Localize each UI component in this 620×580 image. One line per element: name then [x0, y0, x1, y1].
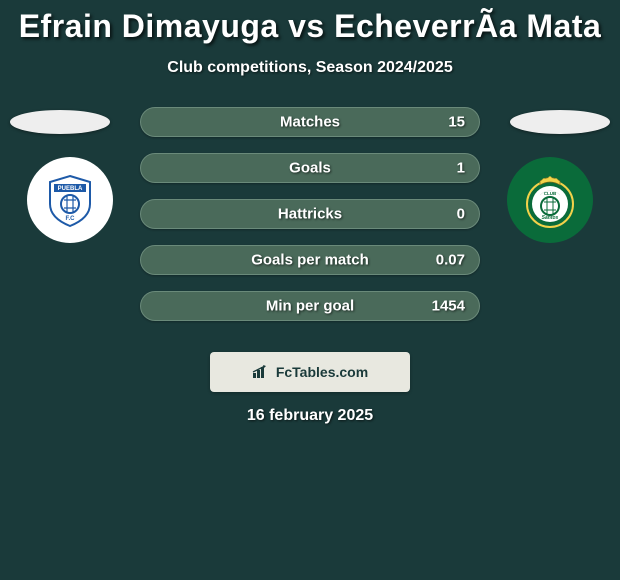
- comparison-area: PUEBLA F.C CLUB Santos: [0, 107, 620, 367]
- footer-date: 16 february 2025: [0, 407, 620, 425]
- stat-value-right: 0: [457, 206, 465, 223]
- stat-row-min-per-goal: Min per goal 1454: [140, 291, 480, 321]
- puebla-badge-icon: PUEBLA F.C: [27, 157, 113, 243]
- stat-value-right: 15: [448, 114, 465, 131]
- stat-row-goals: Goals 1: [140, 153, 480, 183]
- page-title: Efrain Dimayuga vs EcheverrÃ­a Mata: [0, 8, 620, 45]
- page-subtitle: Club competitions, Season 2024/2025: [0, 59, 620, 77]
- stat-label: Goals per match: [251, 252, 369, 269]
- right-club-badge: CLUB Santos: [500, 157, 600, 243]
- svg-text:PUEBLA: PUEBLA: [58, 186, 83, 192]
- stat-value-right: 0.07: [436, 252, 465, 269]
- svg-text:CLUB: CLUB: [544, 191, 557, 196]
- santos-badge-icon: CLUB Santos: [507, 157, 593, 243]
- stat-value-right: 1454: [432, 298, 465, 315]
- left-player-marker: [10, 110, 110, 134]
- left-club-badge: PUEBLA F.C: [20, 157, 120, 243]
- stat-label: Matches: [280, 114, 340, 131]
- svg-text:Santos: Santos: [542, 215, 559, 221]
- stat-label: Goals: [289, 160, 331, 177]
- brand-text: FcTables.com: [276, 364, 368, 380]
- widget-root: Efrain Dimayuga vs EcheverrÃ­a Mata Club…: [0, 0, 620, 367]
- stat-label: Min per goal: [266, 298, 354, 315]
- stat-row-hattricks: Hattricks 0: [140, 199, 480, 229]
- stats-column: Matches 15 Goals 1 Hattricks 0 Goals per…: [140, 107, 480, 337]
- blank-area: [0, 440, 620, 580]
- right-player-marker: [510, 110, 610, 134]
- brand-bars-icon: [252, 365, 270, 379]
- brand-box: FcTables.com: [210, 352, 410, 392]
- stat-label: Hattricks: [278, 206, 342, 223]
- stat-row-matches: Matches 15: [140, 107, 480, 137]
- stat-value-right: 1: [457, 160, 465, 177]
- svg-text:F.C: F.C: [66, 216, 76, 222]
- stat-row-goals-per-match: Goals per match 0.07: [140, 245, 480, 275]
